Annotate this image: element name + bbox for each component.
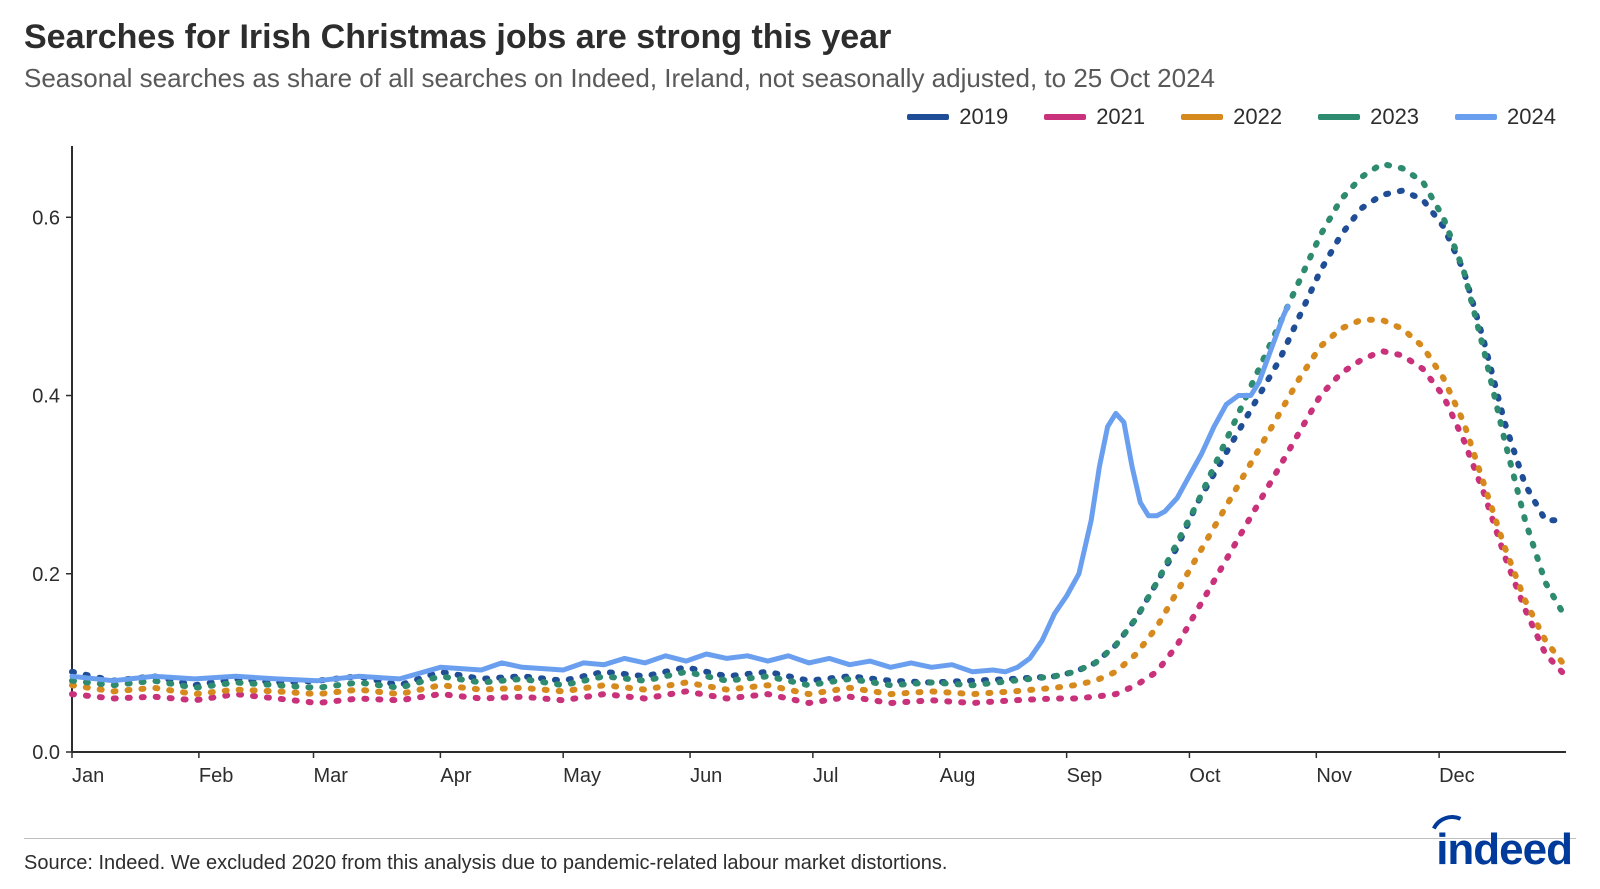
legend-label: 2023 bbox=[1370, 104, 1419, 130]
legend-swatch bbox=[907, 114, 949, 120]
legend-item: 2019 bbox=[907, 104, 1008, 130]
y-tick-label: 0.0 bbox=[32, 742, 60, 764]
line-chart-svg: 0.0 0.2 0.4 0.6 Jan Feb Mar Apr May Jun Jul Aug Sep O… bbox=[24, 136, 1576, 796]
legend-label: 2022 bbox=[1233, 104, 1282, 130]
series-2019 bbox=[72, 191, 1566, 686]
x-tick-label: Dec bbox=[1439, 765, 1475, 787]
legend-swatch bbox=[1318, 114, 1360, 120]
legend-item: 2023 bbox=[1318, 104, 1419, 130]
x-tick-label: Jan bbox=[72, 765, 104, 787]
chart-footer: Source: Indeed. We excluded 2020 from th… bbox=[24, 825, 1576, 875]
legend-swatch bbox=[1181, 114, 1223, 120]
legend-swatch bbox=[1044, 114, 1086, 120]
legend-item: 2022 bbox=[1181, 104, 1282, 130]
chart-legend: 2019 2021 2022 2023 2024 bbox=[24, 104, 1556, 130]
series-2022 bbox=[72, 320, 1566, 694]
legend-label: 2024 bbox=[1507, 104, 1556, 130]
legend-label: 2021 bbox=[1096, 104, 1145, 130]
y-tick-label: 0.6 bbox=[32, 207, 60, 229]
x-tick-label: Jul bbox=[813, 765, 839, 787]
x-tick-label: Aug bbox=[940, 765, 976, 787]
legend-item: 2024 bbox=[1455, 104, 1556, 130]
y-tick-label: 0.2 bbox=[32, 564, 60, 586]
chart-subtitle: Seasonal searches as share of all search… bbox=[24, 63, 1576, 94]
legend-item: 2021 bbox=[1044, 104, 1145, 130]
series-2023 bbox=[72, 164, 1566, 688]
x-tick-label: Mar bbox=[313, 765, 348, 787]
x-tick-label: Apr bbox=[440, 765, 471, 787]
chart-title: Searches for Irish Christmas jobs are st… bbox=[24, 18, 1576, 57]
legend-label: 2019 bbox=[959, 104, 1008, 130]
x-tick-label: Oct bbox=[1189, 765, 1221, 787]
chart-container: Searches for Irish Christmas jobs are st… bbox=[0, 0, 1600, 889]
x-tick-label: Jun bbox=[690, 765, 722, 787]
source-text: Source: Indeed. We excluded 2020 from th… bbox=[24, 852, 947, 875]
x-tick-label: Feb bbox=[199, 765, 233, 787]
x-tick-label: Nov bbox=[1316, 765, 1352, 787]
indeed-logo: indeed bbox=[1436, 825, 1576, 875]
y-tick-label: 0.4 bbox=[32, 386, 60, 408]
x-tick-label: Sep bbox=[1067, 765, 1103, 787]
series-2021 bbox=[72, 351, 1566, 703]
legend-swatch bbox=[1455, 114, 1497, 120]
x-tick-label: May bbox=[563, 765, 601, 787]
chart-plot-area: 0.0 0.2 0.4 0.6 Jan Feb Mar Apr May Jun Jul Aug Sep O… bbox=[24, 136, 1576, 796]
series-2024 bbox=[72, 306, 1288, 680]
